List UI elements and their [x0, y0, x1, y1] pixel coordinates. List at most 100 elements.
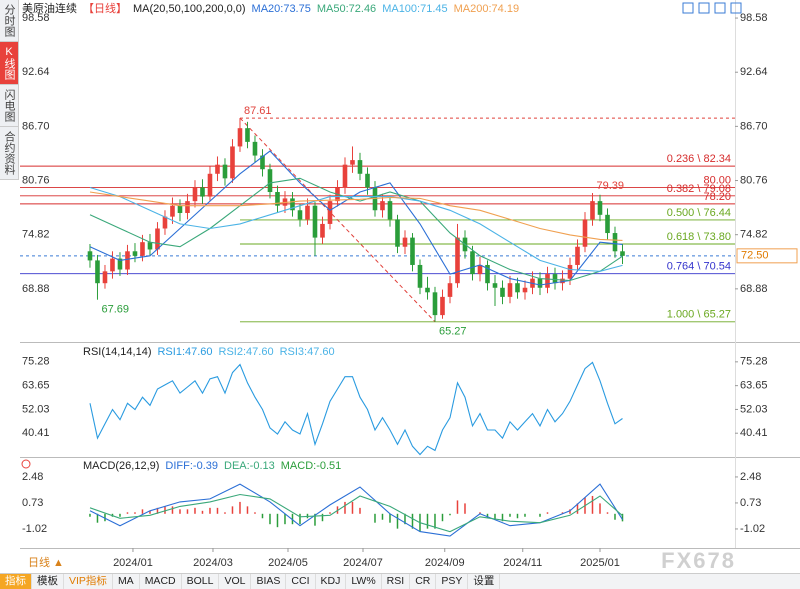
current-price-label: 72.50 — [741, 250, 769, 262]
level-label: 0.382 \ 79.08 — [667, 183, 731, 195]
period-selector[interactable]: 日线 ▲ — [28, 555, 64, 569]
y-tick-label: 68.88 — [22, 283, 50, 295]
icon[interactable] — [730, 2, 742, 14]
candle-body — [177, 205, 183, 213]
legend-entry: RSI(14,14,14) — [83, 346, 151, 358]
icon[interactable] — [714, 2, 726, 14]
level-label: 80.00 — [703, 174, 731, 186]
legend-entry: 美原油连续 — [22, 1, 77, 15]
y-tick-label: 92.64 — [22, 66, 50, 78]
legend-entry: DEA:-0.13 — [224, 460, 275, 472]
candle-body — [320, 223, 325, 238]
y-tick-label: 52.03 — [22, 403, 50, 415]
candle-body — [237, 128, 243, 147]
watermark: FX678 — [661, 548, 736, 573]
y-tick-label: 0.73 — [22, 497, 43, 509]
toolbar-item[interactable]: BOLL — [182, 574, 220, 589]
candle-body — [582, 219, 588, 247]
candle-body — [410, 237, 415, 265]
price-label: 87.61 — [244, 105, 272, 117]
toolbar-item[interactable]: 模板 — [32, 574, 64, 589]
sidebar-tab[interactable]: 分时图 — [0, 0, 18, 42]
sidebar-tab[interactable]: 合约资料 — [0, 127, 18, 180]
candle-body — [297, 210, 303, 220]
legend-entry: 【日线】 — [83, 1, 127, 15]
candle-body — [455, 237, 460, 284]
toolbar-item[interactable]: KDJ — [316, 574, 347, 589]
legend-entry: RSI2:47.60 — [219, 346, 274, 358]
candle-body — [402, 237, 408, 247]
y-tick-label: -1.02 — [22, 523, 47, 535]
toolbar-item[interactable]: 设置 — [468, 574, 501, 589]
candle-body — [260, 155, 265, 170]
y-tick-label: 2.48 — [22, 471, 43, 483]
candle-body — [110, 258, 115, 272]
candle-body — [245, 128, 250, 142]
candle-body — [252, 141, 258, 156]
y-tick-label: -1.02 — [740, 523, 765, 535]
sidebar-tab[interactable]: K线图 — [0, 42, 18, 85]
y-tick-label: 98.58 — [740, 12, 768, 24]
legend-entry: MA100:71.45 — [382, 3, 447, 15]
candle-body — [470, 251, 475, 275]
y-tick-label: 74.82 — [22, 229, 50, 241]
price-label: 79.39 — [596, 180, 624, 192]
macd-line — [89, 493, 623, 533]
candle-body — [515, 283, 520, 293]
candle-body — [155, 228, 160, 250]
candle-body — [537, 278, 543, 288]
settings-icon[interactable] — [21, 459, 31, 469]
candle-body — [162, 216, 168, 229]
x-tick-label: 2024/07 — [343, 557, 383, 569]
candle-body — [215, 164, 220, 174]
toolbar-item[interactable]: 指标 — [0, 574, 32, 589]
toolbar-item[interactable]: MACD — [140, 574, 182, 589]
macd-line — [89, 483, 623, 537]
y-tick-label: 63.65 — [740, 380, 768, 392]
candle-body — [387, 201, 393, 220]
legend-entry: MA20:73.75 — [252, 3, 311, 15]
y-tick-label: 52.03 — [740, 403, 768, 415]
candle-body — [222, 164, 228, 179]
ma-line — [89, 150, 623, 286]
toolbar-item[interactable]: MA — [113, 574, 140, 589]
candle-body — [170, 205, 175, 217]
toolbar-item[interactable]: VOL — [219, 574, 252, 589]
price-label: 67.69 — [101, 304, 129, 316]
level-label: 78.20 — [703, 191, 731, 203]
toolbar-item[interactable]: BIAS — [251, 574, 287, 589]
candle-body — [125, 251, 130, 270]
candle-body — [447, 283, 453, 297]
candle-body — [312, 205, 318, 238]
candle-body — [102, 271, 108, 284]
candle-body — [440, 296, 445, 316]
x-tick-label: 2024/11 — [503, 557, 542, 569]
candle-body — [380, 201, 385, 211]
ma-line — [89, 186, 623, 272]
y-tick-label: 92.64 — [740, 66, 768, 78]
toolbar-item[interactable]: CCI — [286, 574, 316, 589]
candle-body — [605, 214, 610, 234]
candle-body — [545, 274, 550, 288]
candle-body — [432, 292, 438, 316]
legend-entry: MA50:72.46 — [317, 3, 376, 15]
icon[interactable] — [698, 2, 710, 14]
toolbar-item[interactable]: RSI — [382, 574, 411, 589]
toolbar-item[interactable]: VIP指标 — [64, 574, 113, 589]
candle-body — [395, 219, 400, 247]
toolbar-item[interactable]: CR — [410, 574, 437, 589]
candle-body — [342, 164, 348, 188]
ma-line — [89, 177, 623, 282]
icon[interactable] — [682, 2, 694, 14]
candle-body — [192, 187, 198, 202]
y-tick-label: 2.48 — [740, 471, 761, 483]
candle-body — [275, 192, 280, 206]
y-tick-label: 40.41 — [740, 427, 768, 439]
legend-entry: MACD(26,12,9) — [83, 460, 159, 472]
toolbar-item[interactable]: LW% — [346, 574, 382, 589]
toolbar-item[interactable]: PSY — [436, 574, 469, 589]
candle-body — [230, 146, 235, 179]
toolbar-icons — [682, 2, 742, 14]
sidebar-tab[interactable]: 闪电图 — [0, 85, 18, 127]
